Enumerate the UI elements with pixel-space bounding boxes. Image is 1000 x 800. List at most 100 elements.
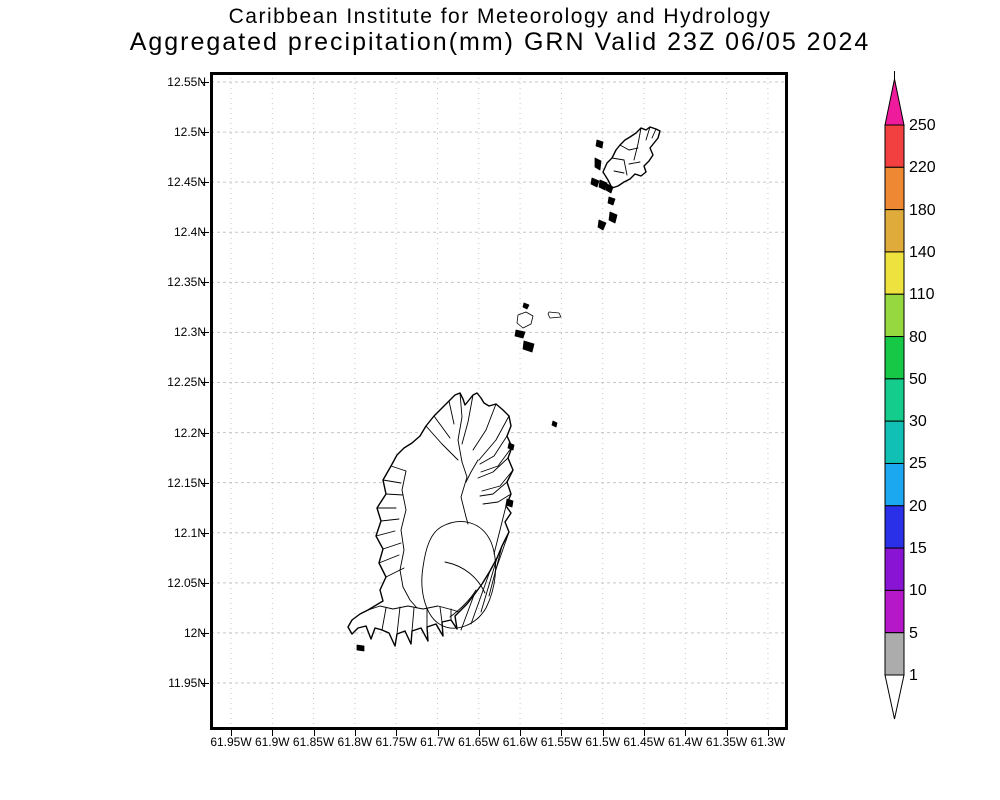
colorbar-tick-label: 15 — [909, 540, 927, 558]
colorbar-segment — [884, 420, 905, 464]
grenada-island-outline — [347, 392, 514, 647]
lat-axis-label: 12.15N — [167, 475, 206, 490]
lon-tick — [767, 730, 769, 736]
page-title-product: Aggregated precipitation(mm) GRN Valid 2… — [129, 28, 871, 56]
carriacou-watershed-boundaries — [611, 126, 657, 176]
lat-axis-label: 12.35N — [167, 275, 206, 290]
lon-tick — [726, 730, 728, 736]
islet — [608, 211, 618, 224]
lat-tick — [201, 182, 209, 184]
colorbar-tick-label: 30 — [909, 413, 927, 431]
islet — [590, 177, 600, 188]
lon-axis-label: 61.6W — [502, 735, 538, 749]
lat-axis-label: 12N — [183, 625, 206, 640]
lat-axis-label: 12.55N — [167, 75, 206, 89]
islets — [356, 139, 618, 652]
lon-tick — [354, 730, 356, 736]
islet — [514, 329, 526, 339]
lat-tick — [201, 282, 209, 284]
colorbar-segment — [884, 124, 905, 168]
colorbar-tick-label: 110 — [909, 286, 935, 304]
lon-axis-label: 61.85W — [292, 735, 335, 749]
islet — [522, 340, 535, 353]
lat-tick — [201, 682, 209, 684]
colorbar-tick-label: 220 — [909, 159, 936, 177]
lon-tick — [313, 730, 315, 736]
colorbar-tick-label: 10 — [909, 582, 927, 600]
colorbar-segment — [884, 336, 905, 380]
colorbar-tick-label: 180 — [909, 201, 936, 219]
lat-tick — [201, 332, 209, 334]
lat-tick — [201, 532, 209, 534]
lat-tick — [201, 432, 209, 434]
lat-tick — [201, 632, 209, 634]
lon-tick — [231, 730, 232, 736]
lat-axis-label: 12.5N — [173, 125, 206, 140]
lat-tick — [201, 582, 209, 584]
colorbar-segment — [884, 632, 905, 676]
lat-tick — [201, 382, 209, 384]
lon-tick — [602, 730, 604, 736]
colorbar-segment — [884, 293, 905, 338]
lon-axis-label: 61.35W — [705, 735, 748, 749]
lat-axis-label: 12.3N — [173, 325, 206, 340]
islet-ronde — [516, 311, 534, 329]
lon-tick — [437, 730, 439, 736]
colorbar-tick-label: 50 — [909, 370, 927, 388]
islet — [595, 139, 604, 149]
islet — [507, 442, 515, 451]
map-plot-area — [211, 73, 787, 729]
page-title-institute: Caribbean Institute for Meteorology and … — [228, 5, 772, 28]
colorbar-segment — [884, 378, 905, 422]
lat-axis-label: 12.05N — [167, 575, 206, 590]
lon-axis-label: 61.65W — [458, 735, 500, 749]
carriacou-island-outline — [602, 126, 661, 189]
lon-axis-label: 61.4W — [667, 735, 703, 749]
islet — [605, 183, 614, 194]
islet — [505, 498, 514, 508]
colorbar-tick-label: 20 — [909, 497, 927, 515]
lat-axis-label: 12.4N — [173, 225, 206, 240]
colorbar-segment — [884, 589, 905, 634]
lon-axis-label: 61.7W — [420, 735, 455, 749]
lon-tick — [561, 730, 563, 736]
colorbar-segment — [884, 547, 905, 591]
lon-axis-label: 61.8W — [337, 735, 373, 749]
colorbar-segment — [884, 462, 905, 507]
lat-tick — [201, 132, 209, 134]
islet — [597, 219, 607, 231]
colorbar-segments — [884, 124, 905, 676]
colorbar-segment — [884, 251, 905, 295]
colorbar — [884, 71, 905, 720]
lat-tick — [201, 82, 209, 83]
lon-axis-label: 61.45W — [623, 735, 665, 749]
grenada-watershed-boundaries — [367, 392, 514, 635]
colorbar-segment — [884, 505, 905, 549]
islet — [598, 179, 608, 191]
lon-axis-label: 61.95W — [210, 735, 252, 749]
islet — [551, 420, 558, 428]
colorbar-arrow-down-icon — [884, 674, 905, 720]
lon-axis-label: 61.9W — [254, 735, 290, 749]
lon-tick — [478, 730, 480, 736]
lat-axis-label: 12.1N — [173, 525, 206, 540]
colorbar-tick-label: 250 — [909, 117, 936, 134]
grid-lines — [211, 73, 787, 729]
lat-axis-label: 11.95N — [168, 675, 206, 690]
islet — [607, 196, 616, 206]
colorbar-tick-label: 140 — [909, 243, 936, 261]
lon-axis-label: 61.75W — [375, 735, 417, 749]
lon-tick — [644, 730, 645, 736]
lon-axis-label: 61.5W — [585, 735, 621, 749]
lat-axis-label: 12.2N — [173, 425, 206, 440]
colorbar-segment — [884, 166, 905, 211]
lat-tick — [201, 482, 209, 484]
colorbar-tick-label: 1 — [909, 667, 918, 685]
lon-axis-label: 61.3W — [750, 735, 786, 749]
islet-caille — [547, 311, 562, 319]
colorbar-segment — [884, 209, 905, 253]
lon-tick — [685, 730, 687, 736]
colorbar-tick-label: 25 — [909, 455, 927, 473]
lon-tick — [272, 730, 274, 736]
